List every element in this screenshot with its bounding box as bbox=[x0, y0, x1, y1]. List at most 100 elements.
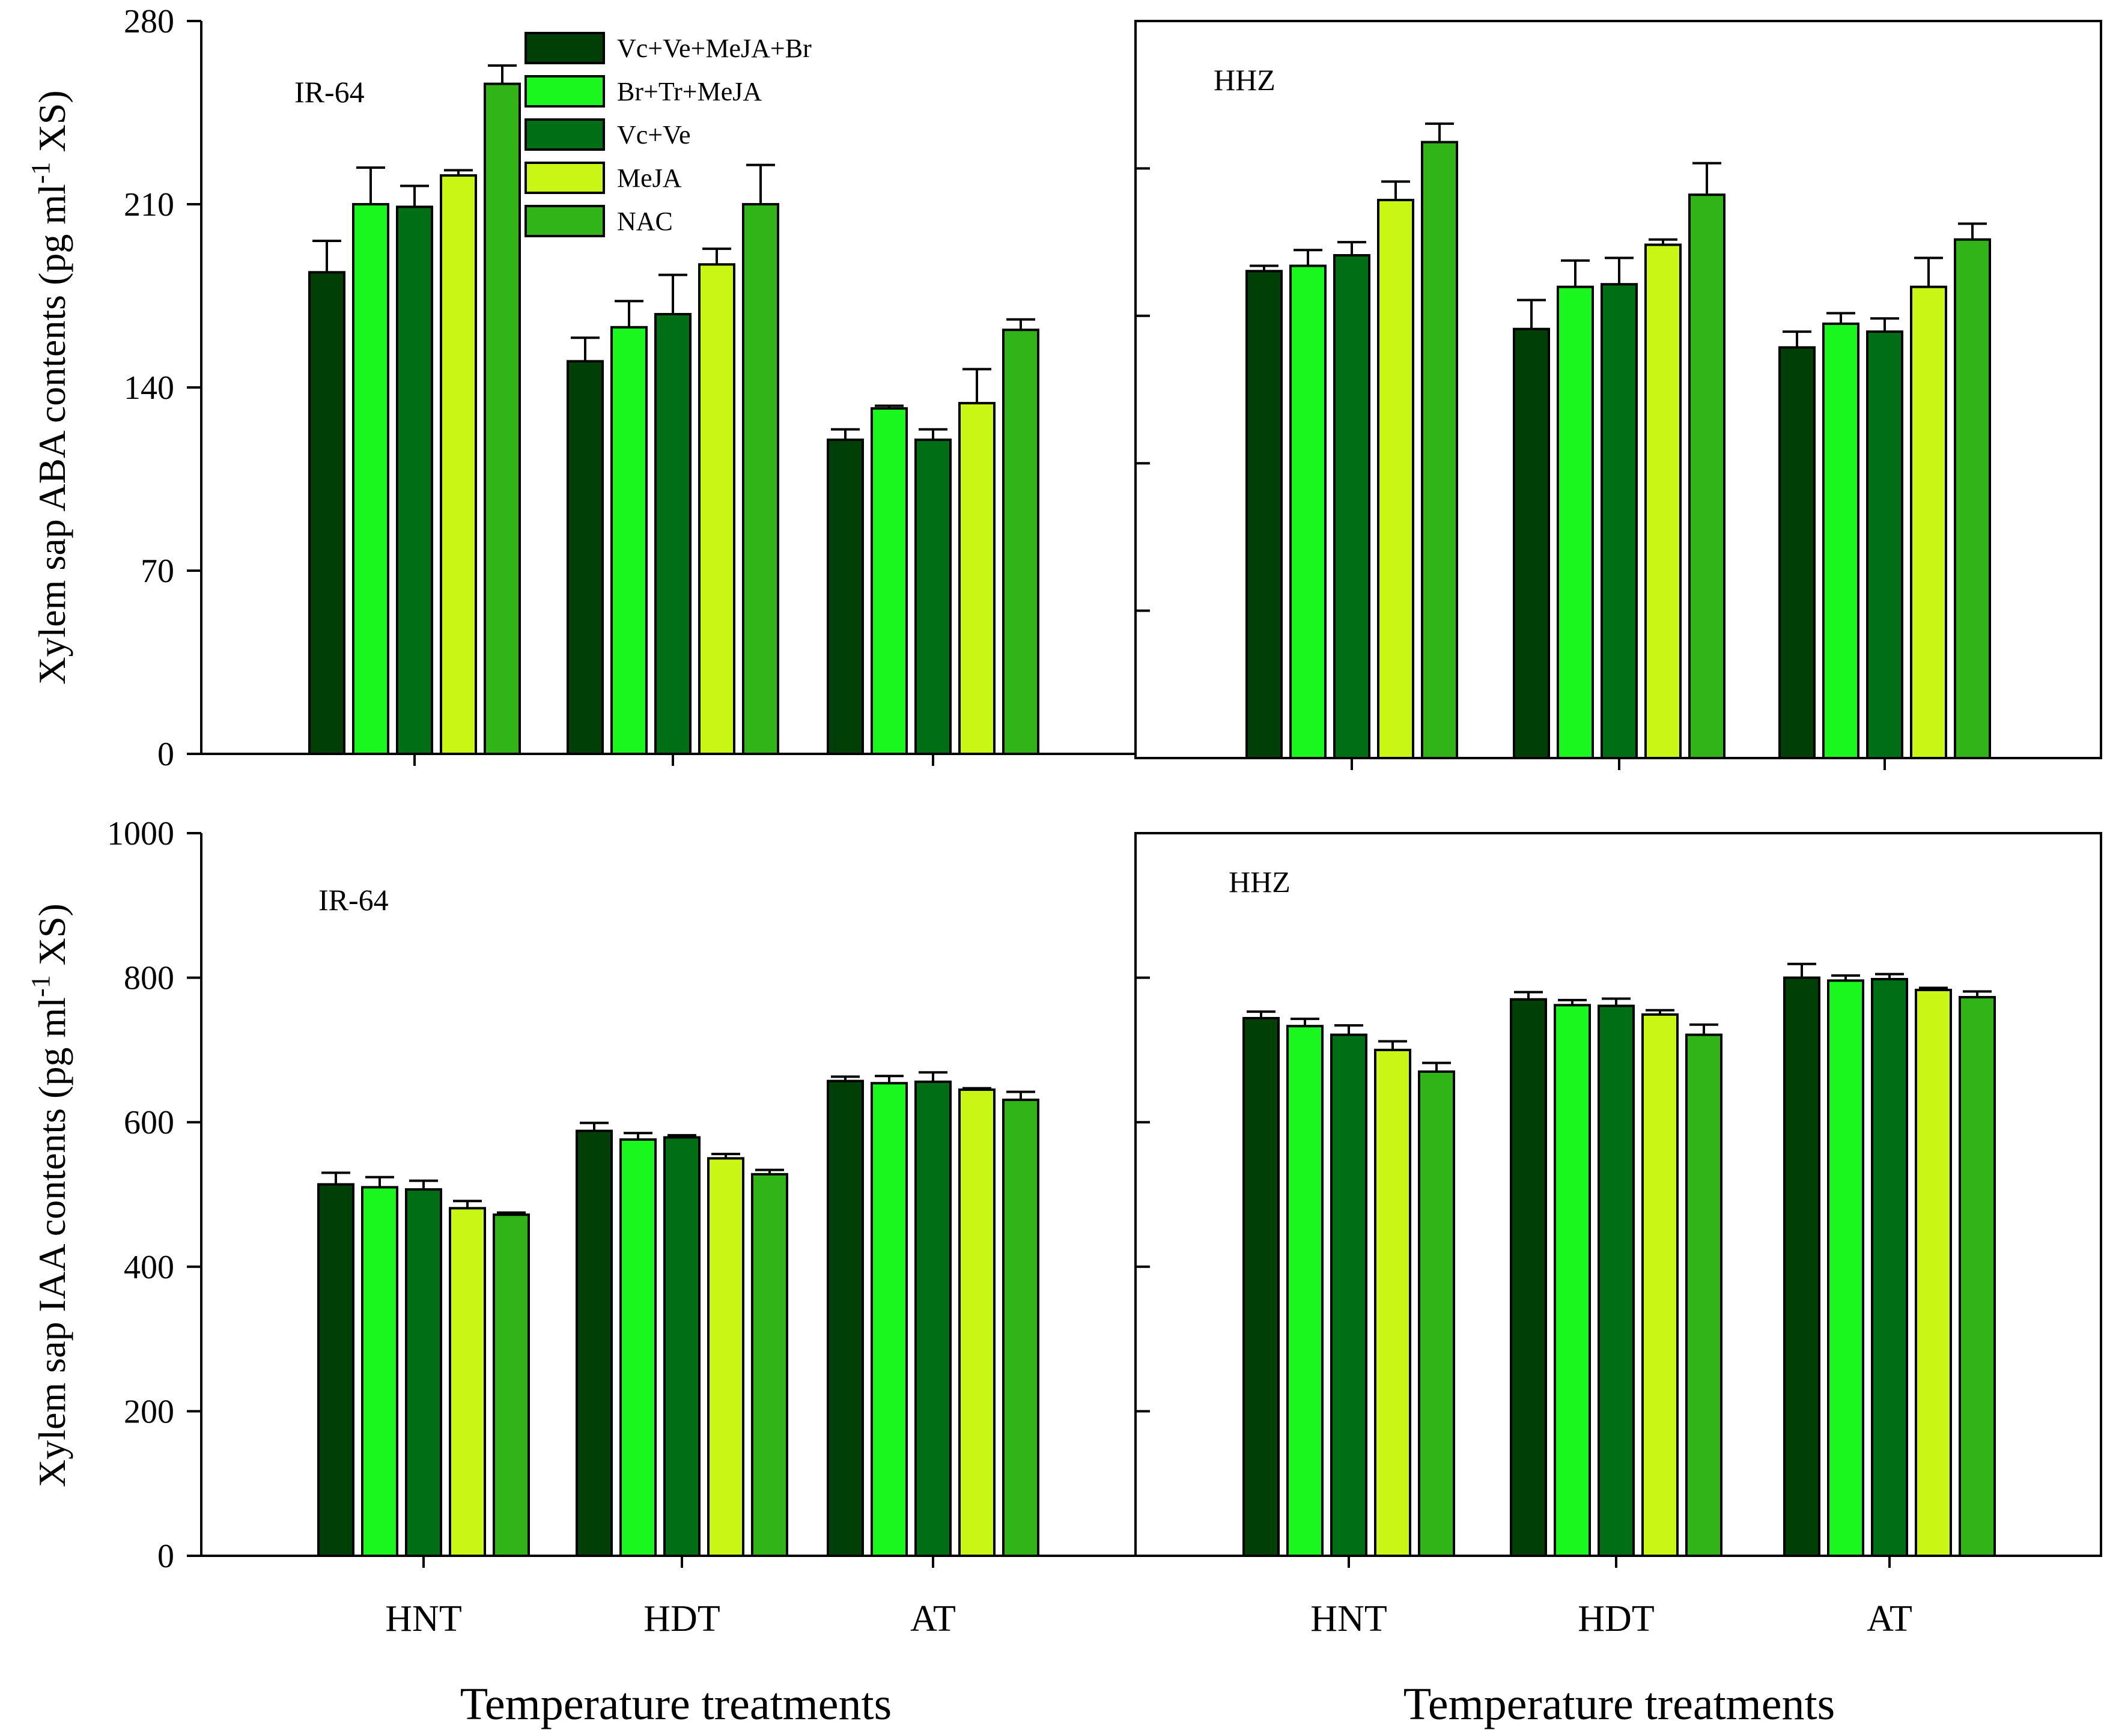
aba-ir64-bar-HNT-3 bbox=[440, 174, 477, 756]
iaa-hhz-bar-HNT-4 bbox=[1418, 1070, 1455, 1557]
iaa-ir64-category-label: HNT bbox=[385, 1598, 461, 1639]
iaa-ir64-bar-AT-3 bbox=[958, 1088, 996, 1557]
aba-ir64-bar-HDT-3 bbox=[698, 263, 735, 755]
aba-hhz-bar-AT-2 bbox=[1866, 330, 1903, 759]
aba-ir64-bar-AT-0 bbox=[827, 439, 864, 755]
iaa-ir64-panel-label: IR-64 bbox=[318, 883, 389, 917]
y-axis-title-iaa: Xylem sap IAA contents (pg ml-1 XS) bbox=[26, 903, 73, 1487]
aba-hhz-bar-AT-3 bbox=[1910, 285, 1947, 759]
aba-ir64-bar-HDT-0 bbox=[567, 360, 604, 755]
aba-ir64-panel-label: IR-64 bbox=[294, 75, 365, 109]
aba-ir64-bar-HNT-0 bbox=[308, 271, 345, 755]
aba-hhz-bar-HDT-3 bbox=[1644, 243, 1682, 760]
aba-hhz-bar-HDT-0 bbox=[1513, 327, 1550, 759]
legend-swatch-2 bbox=[524, 118, 605, 151]
aba-hhz-bar-HNT-4 bbox=[1421, 141, 1458, 759]
legend-swatch-4 bbox=[524, 205, 605, 237]
iaa-ir64-ytick-label: 600 bbox=[124, 1104, 174, 1141]
iaa-hhz-panel-label: HHZ bbox=[1229, 865, 1291, 899]
iaa-hhz-bar-HDT-3 bbox=[1641, 1013, 1679, 1557]
iaa-hhz-category-label: AT bbox=[1867, 1598, 1912, 1639]
iaa-hhz-category-label: HDT bbox=[1578, 1598, 1654, 1639]
y-axis-title-iaa-sup: -1 bbox=[26, 975, 55, 997]
iaa-hhz-category-label: HNT bbox=[1310, 1598, 1387, 1639]
iaa-ir64-bar-HNT-2 bbox=[405, 1188, 442, 1557]
legend-label-2: Vc+Ve bbox=[617, 120, 691, 150]
iaa-hhz-bar-HNT-2 bbox=[1330, 1033, 1367, 1557]
aba-ir64-ytick-label: 210 bbox=[124, 186, 174, 223]
iaa-ir64-x-axis-title: Temperature treatments bbox=[460, 1679, 892, 1729]
aba-ir64-ytick-label: 140 bbox=[124, 369, 174, 407]
aba-hhz-bar-HDT-1 bbox=[1557, 285, 1594, 759]
aba-hhz-bar-HNT-3 bbox=[1377, 198, 1414, 759]
aba-ir64-bar-HNT-1 bbox=[352, 203, 389, 755]
iaa-ir64-category-label: AT bbox=[910, 1598, 956, 1639]
legend-label-4: NAC bbox=[617, 207, 673, 236]
iaa-ir64-ytick-label: 0 bbox=[157, 1538, 174, 1575]
y-axis-title-aba: Xylem sap ABA contents (pg ml-1 XS) bbox=[26, 90, 73, 685]
iaa-hhz-x-axis-title: Temperature treatments bbox=[1403, 1679, 1835, 1729]
iaa-hhz-bar-AT-2 bbox=[1871, 978, 1908, 1557]
iaa-ir64-bar-HDT-2 bbox=[663, 1136, 701, 1557]
iaa-hhz-bar-HDT-4 bbox=[1685, 1033, 1722, 1557]
aba-ir64-bar-HDT-4 bbox=[742, 203, 779, 755]
aba-ir64-bar-AT-1 bbox=[871, 407, 908, 755]
aba-ir64-ytick-label: 280 bbox=[124, 3, 174, 40]
iaa-ir64-bar-HDT-3 bbox=[707, 1157, 744, 1557]
iaa-ir64-bar-AT-4 bbox=[1002, 1098, 1039, 1557]
iaa-ir64-bar-AT-0 bbox=[827, 1079, 864, 1557]
aba-hhz-bar-HDT-4 bbox=[1688, 193, 1725, 759]
aba-hhz-bar-AT-0 bbox=[1778, 346, 1816, 759]
iaa-ir64-bar-AT-2 bbox=[914, 1080, 952, 1558]
iaa-hhz-bar-AT-4 bbox=[1959, 996, 1996, 1558]
iaa-hhz-bar-HDT-1 bbox=[1554, 1004, 1591, 1557]
aba-hhz-bar-AT-1 bbox=[1822, 322, 1859, 759]
iaa-ir64-bar-AT-1 bbox=[871, 1082, 908, 1558]
aba-ir64-bar-AT-3 bbox=[958, 402, 996, 755]
y-axis-title-aba-main: Xylem sap ABA contents (pg ml bbox=[31, 184, 73, 685]
iaa-ir64-ytick-label: 200 bbox=[124, 1393, 174, 1430]
y-axis-title-iaa-tail: XS) bbox=[31, 903, 73, 975]
iaa-ir64-bar-HNT-0 bbox=[317, 1183, 354, 1557]
y-axis-title-iaa-main: Xylem sap IAA contents (pg ml bbox=[31, 997, 73, 1487]
aba-hhz-bar-HNT-1 bbox=[1289, 264, 1327, 759]
legend-swatch-3 bbox=[524, 162, 605, 194]
iaa-ir64-bar-HNT-1 bbox=[361, 1186, 398, 1557]
aba-ir64-ytick-label: 0 bbox=[157, 736, 174, 773]
iaa-hhz-bar-AT-0 bbox=[1783, 976, 1820, 1557]
aba-ir64-bar-HDT-1 bbox=[610, 326, 648, 755]
aba-hhz-bar-HDT-2 bbox=[1601, 283, 1638, 759]
aba-ir64-bar-HNT-2 bbox=[396, 205, 433, 756]
iaa-hhz-bar-AT-3 bbox=[1915, 989, 1952, 1557]
legend-label-0: Vc+Ve+MeJA+Br bbox=[617, 34, 812, 63]
aba-hhz-bar-AT-4 bbox=[1954, 238, 1991, 760]
iaa-hhz-bar-AT-1 bbox=[1827, 979, 1864, 1557]
iaa-hhz-bar-HNT-0 bbox=[1242, 1016, 1280, 1557]
iaa-hhz-bar-HDT-2 bbox=[1598, 1004, 1635, 1557]
iaa-ir64-category-label: HDT bbox=[643, 1598, 720, 1639]
aba-hhz-bar-HNT-0 bbox=[1245, 270, 1283, 759]
aba-ir64-bar-AT-4 bbox=[1002, 329, 1039, 755]
y-axis-title-aba-tail: XS) bbox=[31, 90, 73, 162]
legend-swatch-1 bbox=[524, 75, 605, 108]
iaa-hhz-bar-HNT-3 bbox=[1374, 1048, 1411, 1557]
iaa-ir64-bar-HDT-4 bbox=[751, 1173, 788, 1558]
aba-ir64-bar-HDT-2 bbox=[654, 313, 692, 755]
iaa-ir64-ytick-label: 400 bbox=[124, 1249, 174, 1286]
aba-hhz-panel-label: HHZ bbox=[1214, 63, 1275, 97]
y-axis-title-aba-sup: -1 bbox=[26, 162, 55, 184]
aba-ir64-ytick-label: 70 bbox=[141, 553, 174, 590]
legend-label-3: MeJA bbox=[617, 163, 682, 193]
legend-label-1: Br+Tr+MeJA bbox=[617, 77, 762, 106]
iaa-ir64-bar-HNT-3 bbox=[449, 1207, 486, 1558]
iaa-hhz-bar-HDT-0 bbox=[1510, 998, 1547, 1557]
aba-hhz-bar-HNT-2 bbox=[1333, 254, 1370, 759]
aba-ir64-bar-HNT-4 bbox=[484, 82, 521, 756]
iaa-ir64-ytick-label: 1000 bbox=[107, 815, 174, 852]
aba-ir64-bar-AT-2 bbox=[914, 439, 952, 755]
iaa-hhz-frame bbox=[1134, 832, 2102, 1557]
iaa-ir64-bar-HDT-0 bbox=[576, 1129, 613, 1557]
legend-swatch-0 bbox=[524, 32, 605, 64]
iaa-hhz-bar-HNT-1 bbox=[1286, 1025, 1324, 1558]
